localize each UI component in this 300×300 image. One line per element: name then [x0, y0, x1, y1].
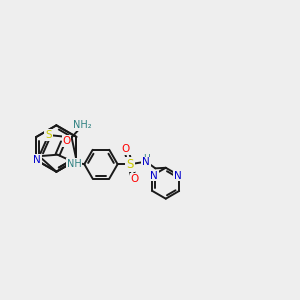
Text: H: H [143, 154, 150, 164]
Text: N: N [150, 170, 158, 181]
Text: S: S [45, 130, 52, 140]
Text: N: N [142, 158, 150, 167]
Text: NH: NH [67, 159, 82, 169]
Text: O: O [62, 136, 70, 146]
Text: S: S [126, 158, 134, 171]
Text: N: N [174, 170, 182, 181]
Text: N: N [33, 155, 41, 165]
Text: O: O [130, 174, 139, 184]
Text: O: O [122, 144, 130, 154]
Text: NH₂: NH₂ [73, 120, 92, 130]
